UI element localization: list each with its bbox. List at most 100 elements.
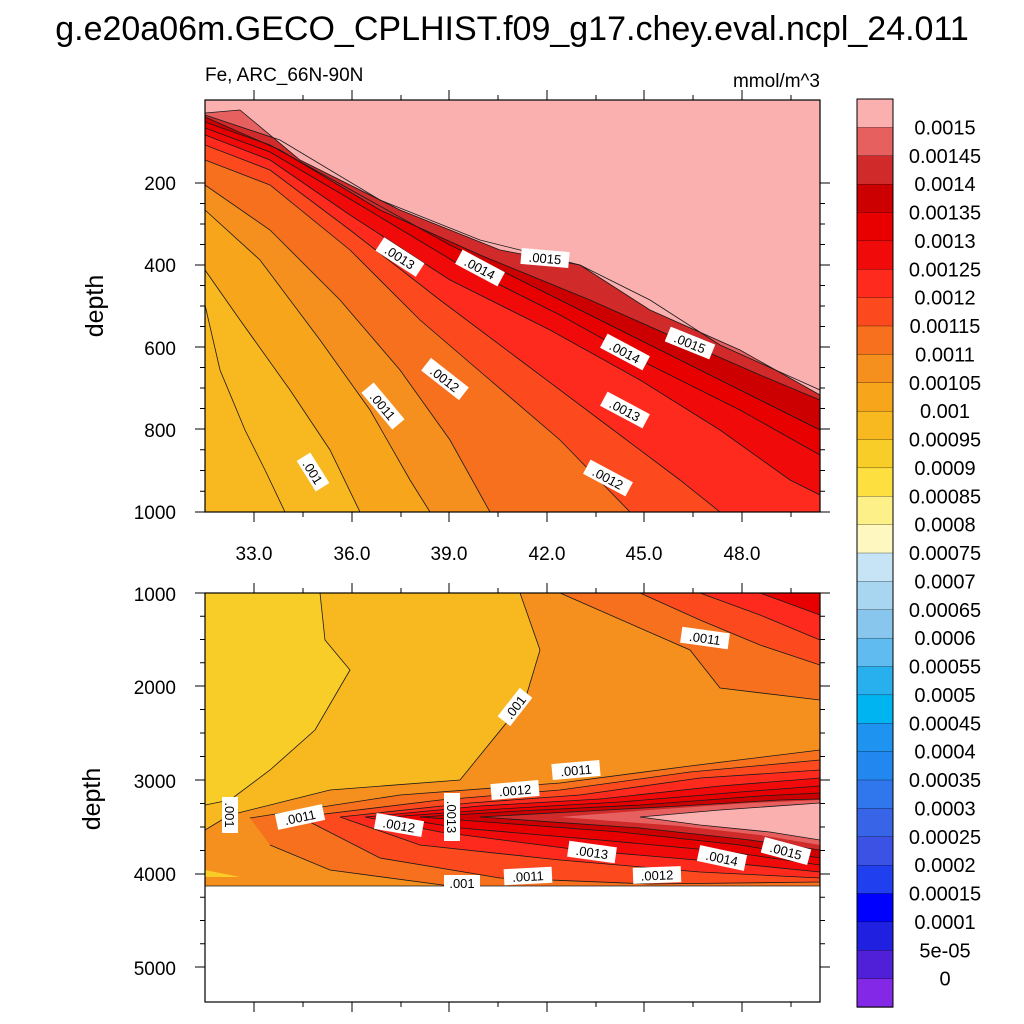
colorbar-label: 0.0004	[914, 742, 975, 764]
colorbar-swatch	[856, 240, 894, 270]
lower-ytick-label: 4000	[134, 865, 176, 886]
colorbar-swatch	[856, 212, 894, 242]
lower-clabel-text: .0011	[688, 629, 721, 648]
upper-xtick-label: 39.0	[431, 544, 468, 565]
upper-band-00105	[205, 185, 490, 512]
lower-ytick-label: 5000	[134, 959, 176, 980]
colorbar-label: 0.0008	[914, 515, 975, 537]
upper-contour-fill	[205, 100, 820, 512]
colorbar-label: 0.0014	[914, 174, 975, 196]
colorbar-swatch	[856, 609, 894, 639]
colorbar-label: 0.0002	[914, 855, 975, 877]
upper-panel: .0015 .0015 .0014 .0014 .0013 .0013 .001…	[81, 90, 830, 565]
lower-clabel-text: .0012	[498, 782, 532, 800]
colorbar-label: 0.0006	[914, 628, 975, 650]
colorbar-label: 0.0013	[914, 231, 975, 253]
lower-ytick-label: 1000	[134, 585, 176, 606]
colorbar-label: 0.0011	[915, 344, 975, 366]
colorbar-swatch	[856, 410, 894, 441]
lower-clabel: .0011	[503, 866, 553, 886]
colorbar-swatch	[856, 552, 894, 583]
lower-clabel-text: .0011	[512, 868, 544, 885]
upper-xtick-label: 45.0	[626, 544, 663, 565]
colorbar-swatch	[856, 637, 894, 668]
lower-clabel-text: .0011	[560, 762, 593, 780]
upper-band-00095	[205, 270, 360, 512]
colorbar-label: 0.00065	[909, 600, 981, 622]
colorbar-swatch	[856, 694, 894, 724]
upper-ytick-label: 400	[144, 256, 176, 277]
colorbar-swatch	[856, 524, 894, 554]
lower-clabel: .0014	[696, 845, 748, 871]
colorbar-swatch	[856, 950, 894, 980]
lower-clabel: .0011	[274, 804, 326, 830]
colorbar-label: 0.00075	[909, 543, 981, 565]
variable-label: Fe, ARC_66N-90N	[205, 65, 363, 86]
upper-y-axis-label: depth	[81, 275, 109, 338]
colorbar-label: 0.00015	[909, 884, 981, 906]
lower-clabel-text: .001	[222, 802, 237, 827]
colorbar-swatch	[856, 496, 894, 526]
colorbar-swatches	[856, 98, 894, 1008]
colorbar-swatch	[856, 439, 894, 469]
colorbar-label: 0.0015	[914, 117, 975, 139]
colorbar-swatch	[856, 864, 894, 895]
colorbar-label: 0.001	[920, 401, 970, 423]
lower-y-axis-label: depth	[78, 768, 106, 831]
colorbar-swatch	[856, 921, 894, 951]
lower-clabel-text: .0011	[283, 807, 317, 828]
lower-clabel: .001	[444, 875, 480, 891]
lower-no-data-region	[205, 886, 820, 1002]
upper-xtick-label: 48.0	[724, 544, 761, 565]
upper-contour-lines	[205, 109, 820, 512]
colorbar-swatch	[856, 354, 894, 384]
lower-band-00095	[205, 593, 540, 830]
colorbar-label: 0.00025	[909, 827, 981, 849]
chart-title: g.e20a06m.GECO_CPLHIST.f09_g17.chey.eval…	[55, 10, 969, 48]
colorbar-swatch	[856, 127, 894, 157]
colorbar-label: 0.00115	[910, 316, 981, 338]
colorbar-label: 0.0003	[914, 798, 975, 820]
colorbar-label: 0.00095	[909, 430, 981, 452]
colorbar-swatch	[856, 808, 894, 838]
colorbar-label: 0.00125	[909, 259, 981, 281]
colorbar-swatch	[856, 666, 894, 696]
colorbar-label: 0.0009	[914, 458, 975, 480]
colorbar-swatch	[856, 325, 894, 356]
lower-clabel-text: .0012	[640, 867, 673, 883]
lower-band-0012-top	[700, 593, 820, 640]
colorbar-swatch	[856, 836, 894, 866]
lower-clabel: .0013	[444, 793, 460, 841]
units-label: mmol/m^3	[733, 71, 820, 92]
colorbar-swatch	[856, 779, 894, 810]
colorbar-swatch	[856, 723, 894, 753]
colorbar-label: 0.0001	[914, 912, 975, 934]
colorbar-frame	[856, 98, 894, 1008]
upper-clabel: .0015	[520, 247, 570, 269]
colorbar-label: 0.00045	[909, 713, 981, 735]
colorbar-label: 0.00055	[909, 657, 981, 679]
colorbar-swatch	[856, 183, 894, 214]
colorbar-label: 0.0012	[914, 288, 975, 310]
lower-ytick-label: 3000	[134, 772, 176, 793]
lower-clabel: .001	[497, 687, 533, 727]
upper-x-tick-labels: 33.0 36.0 39.0 42.0 45.0 48.0	[236, 544, 761, 565]
colorbar-label: 5e-05	[919, 940, 970, 962]
upper-band-0010	[205, 210, 430, 512]
colorbar-label: 0	[939, 969, 950, 991]
colorbar-swatch	[856, 581, 894, 611]
colorbar-label: 0.0005	[914, 685, 975, 707]
upper-ytick-label: 600	[144, 339, 176, 360]
colorbar-label: 0.00085	[909, 486, 981, 508]
colorbar: 0.0015 0.00145 0.0014 0.00135 0.0013 0.00125 0…	[856, 98, 981, 1008]
colorbar-label: 0.00135	[909, 203, 981, 225]
upper-xtick-label: 36.0	[334, 544, 371, 565]
colorbar-label: 0.00105	[909, 373, 981, 395]
upper-band-0015	[205, 100, 820, 395]
lower-y-tick-labels: 1000 2000 3000 4000 5000	[134, 585, 176, 980]
lower-contour-labels: .0011 .001 .0011 .0012 .001 .0011 .0012 …	[222, 626, 812, 891]
lower-contour-fill	[205, 593, 820, 1002]
upper-xtick-label: 33.0	[236, 544, 273, 565]
lower-band-0015	[640, 803, 820, 840]
lower-clabel-text: .0013	[444, 801, 459, 834]
